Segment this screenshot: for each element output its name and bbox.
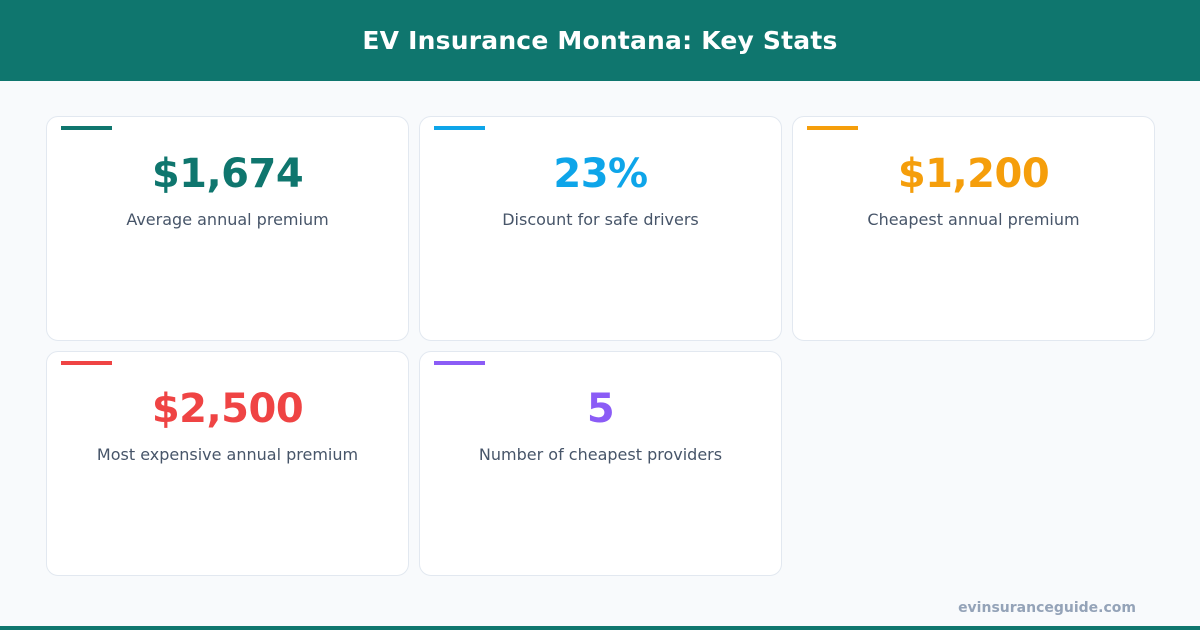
page-title: EV Insurance Montana: Key Stats [362, 26, 838, 55]
stat-card-average-premium: $1,674 Average annual premium [46, 116, 409, 341]
card-accent-bar [61, 126, 112, 130]
stat-label: Cheapest annual premium [867, 210, 1080, 229]
stat-label: Discount for safe drivers [502, 210, 699, 229]
stat-card-cheapest-premium: $1,200 Cheapest annual premium [792, 116, 1155, 341]
stat-value: $2,500 [151, 386, 304, 432]
stat-card-most-expensive-premium: $2,500 Most expensive annual premium [46, 351, 409, 576]
stat-label: Most expensive annual premium [96, 445, 359, 464]
stat-label: Average annual premium [126, 210, 329, 229]
stat-label: Number of cheapest providers [478, 445, 723, 464]
stat-value: $1,200 [897, 151, 1050, 197]
bottom-bar [0, 626, 1200, 630]
card-accent-bar [61, 361, 112, 365]
stat-value: 5 [586, 386, 615, 432]
card-accent-bar [434, 126, 485, 130]
stat-value: 23% [553, 151, 648, 197]
stat-card-cheapest-providers: 5 Number of cheapest providers [419, 351, 782, 576]
stat-card-safe-driver-discount: 23% Discount for safe drivers [419, 116, 782, 341]
stat-value: $1,674 [151, 151, 304, 197]
header-banner: EV Insurance Montana: Key Stats [0, 0, 1200, 81]
site-watermark: evinsuranceguide.com [958, 600, 1136, 616]
card-accent-bar [434, 361, 485, 365]
card-accent-bar [807, 126, 858, 130]
